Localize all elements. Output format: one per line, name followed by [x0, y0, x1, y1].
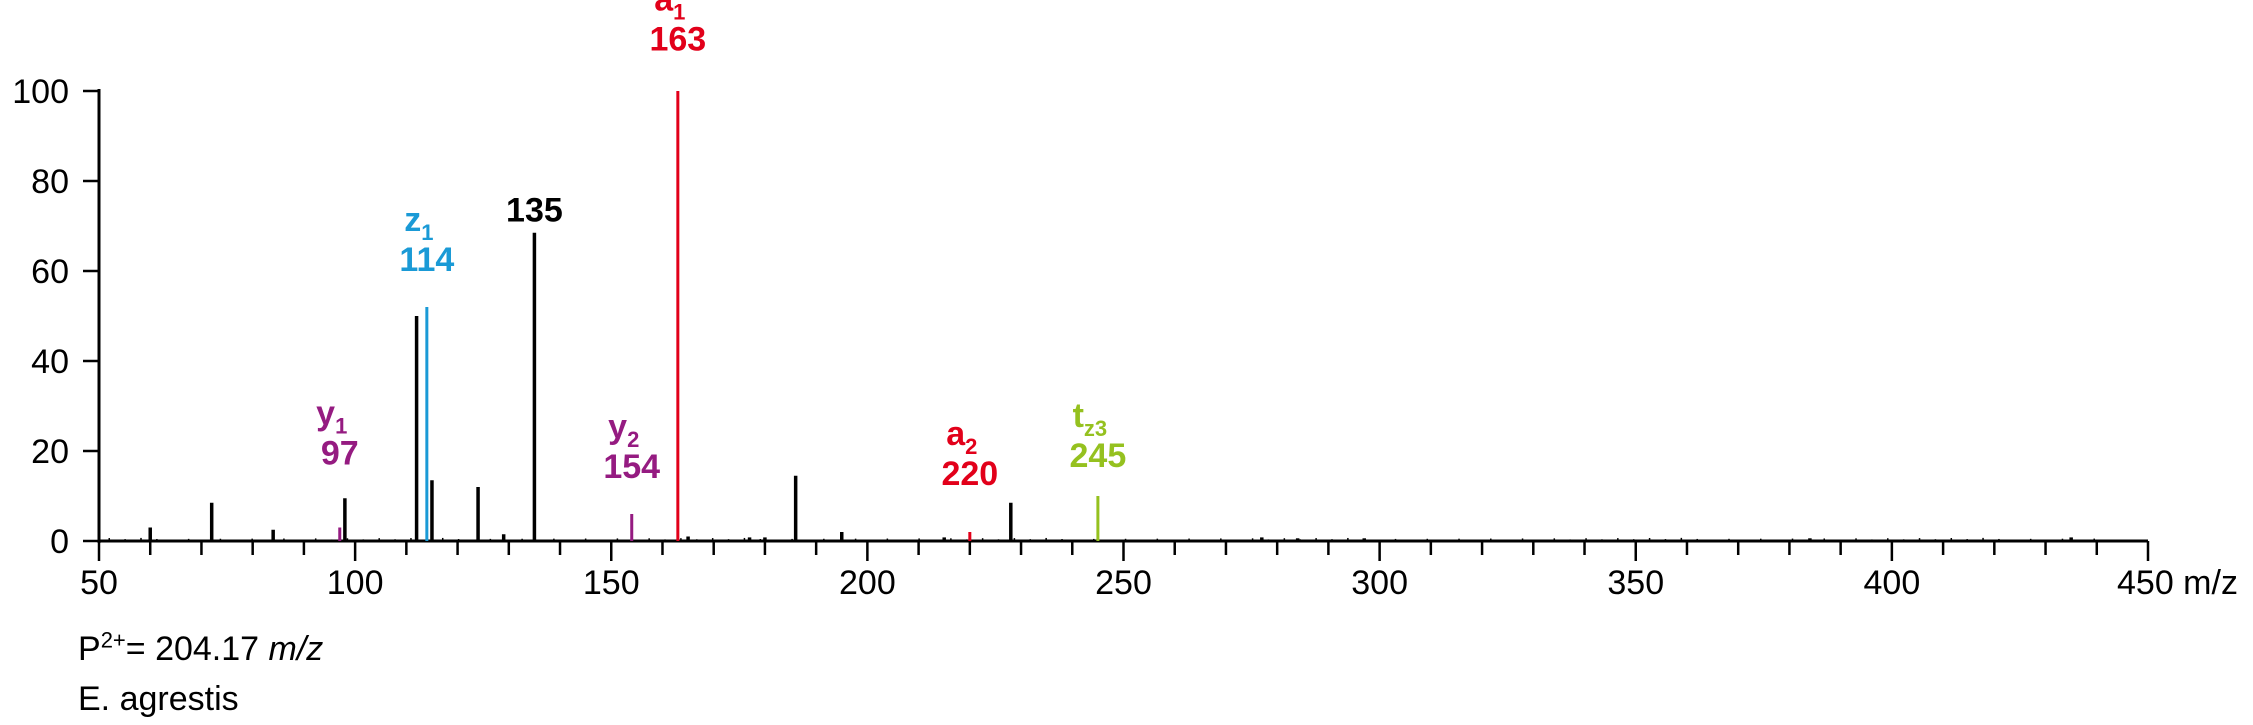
peak-mz-label: 154	[603, 448, 660, 486]
x-tick-label: 250	[1095, 564, 1152, 602]
ion-type-label: tz3	[1073, 397, 1108, 441]
axes: 50 100 150 200 250 300 350 400 450 m/z 0 20 40 60 80 1…	[12, 73, 2238, 602]
ion-subscript: 1	[673, 0, 685, 25]
annotation-peak-135: 135	[506, 192, 563, 230]
peak-mz-label: 135	[506, 192, 563, 230]
x-tick-label: 450 m/z	[2117, 564, 2238, 602]
precursor-charge: 2+	[100, 627, 126, 653]
ion-subscript: z3	[1084, 416, 1107, 441]
ion-type-label: z1	[404, 201, 433, 245]
ion-subscript: 2	[965, 434, 977, 459]
precursor-value: = 204.17	[125, 630, 269, 668]
ion-type-label: y1	[316, 395, 347, 439]
precursor-unit: m/z	[268, 630, 324, 668]
y-tick-label: 0	[50, 523, 69, 561]
x-tick-label: 300	[1351, 564, 1408, 602]
ion-subscript: 1	[335, 414, 347, 439]
y-tick-label: 40	[31, 343, 69, 381]
peak-mz-label: 220	[941, 455, 998, 493]
x-tick-label: 150	[583, 564, 640, 602]
ion-type-label: a2	[946, 415, 977, 459]
peak-mz-label: 97	[321, 435, 359, 473]
y-tick-label: 20	[31, 433, 69, 471]
x-tick-label: 100	[327, 564, 384, 602]
peaks	[108, 91, 2095, 541]
peak-mz-label: 163	[649, 21, 706, 59]
x-tick-label: 50	[80, 564, 118, 602]
ion-subscript: 2	[627, 427, 639, 452]
precursor-info: P2+= 204.17 m/z	[78, 627, 324, 669]
x-tick-label: 350	[1607, 564, 1664, 602]
x-tick-label: 200	[839, 564, 896, 602]
y-tick-label: 60	[31, 253, 69, 291]
annotation-a1-163: 163a1	[649, 0, 706, 59]
x-tick-label: 400	[1864, 564, 1921, 602]
ion-subscript: 1	[421, 220, 433, 245]
peak-mz-label: 114	[399, 241, 454, 279]
species-name: E. agrestis	[78, 680, 239, 718]
precursor-prefix: P	[78, 630, 101, 668]
ion-type-label: y2	[608, 408, 639, 452]
peak-mz-label: 245	[1070, 437, 1127, 475]
y-tick-label: 80	[31, 163, 69, 201]
y-tick-label: 100	[12, 73, 69, 111]
